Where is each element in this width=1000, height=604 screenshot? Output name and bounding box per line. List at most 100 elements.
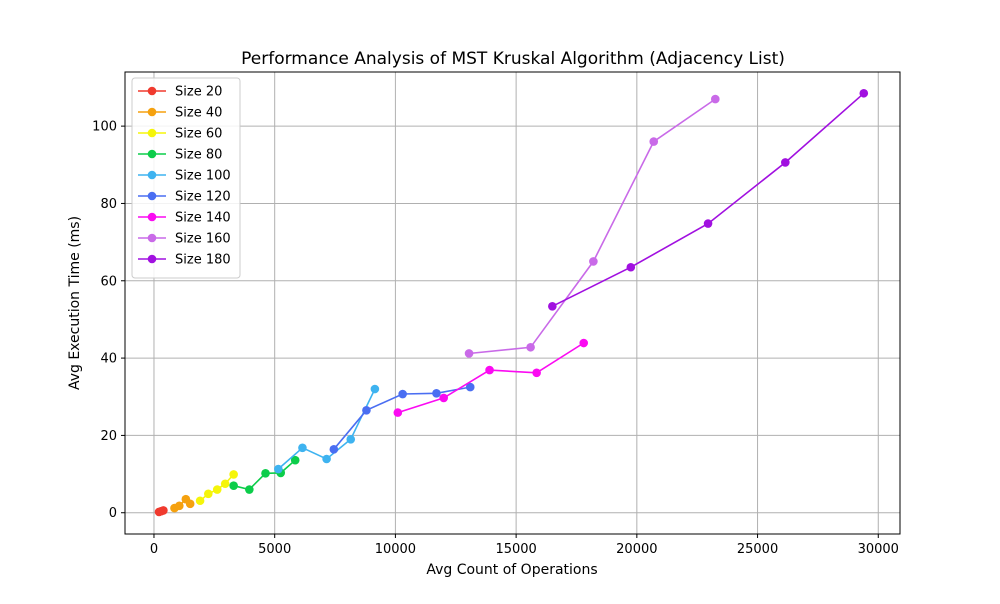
data-point: [322, 454, 331, 464]
y-tick-label: 80: [100, 197, 117, 212]
data-point: [626, 262, 636, 272]
data-point: [175, 501, 184, 511]
data-point: [370, 384, 380, 394]
data-point: [548, 301, 557, 311]
x-tick-label: 15000: [495, 542, 536, 557]
data-point: [432, 388, 441, 398]
data-point: [464, 349, 474, 358]
legend-box: [131, 77, 241, 279]
data-point: [185, 499, 195, 509]
x-tick-label: 0: [150, 542, 158, 557]
data-point: [362, 405, 371, 415]
x-axis-title: Avg Count of Operations: [426, 562, 597, 578]
legend-marker: [147, 212, 157, 222]
legend-item: Size 140: [138, 211, 231, 226]
x-tick-label: 10000: [375, 542, 416, 557]
y-axis-title: Avg Execution Time (ms): [67, 216, 83, 390]
legend-item: Size 20: [138, 85, 222, 100]
data-point: [859, 88, 869, 98]
series-line: [397, 342, 585, 414]
y-tick-label: 60: [100, 274, 117, 289]
data-point: [465, 382, 475, 392]
legend-marker: [147, 149, 157, 159]
series-size-40: [170, 494, 195, 513]
legend-item: Size 100: [138, 169, 231, 184]
series-line: [551, 92, 865, 308]
series-line: [468, 98, 716, 355]
legend-label: Size 140: [175, 211, 231, 226]
legend-item: Size 160: [138, 232, 231, 247]
legend-marker: [147, 191, 157, 201]
data-point: [329, 445, 339, 454]
legend-label: Size 120: [175, 190, 231, 205]
y-tick-label: 100: [92, 120, 117, 135]
data-point: [229, 481, 238, 490]
data-point: [781, 158, 790, 167]
legend-marker: [147, 170, 157, 180]
legend-label: Size 100: [175, 169, 231, 184]
y-tick-label: 20: [100, 429, 117, 444]
data-point: [212, 485, 222, 494]
data-point: [298, 443, 307, 453]
series-size-60: [195, 470, 238, 506]
data-point: [485, 365, 494, 375]
data-point: [290, 455, 300, 465]
x-tick-label: 30000: [858, 542, 899, 557]
y-tick-label: 40: [100, 352, 117, 367]
legend-item: Size 40: [138, 106, 222, 121]
data-point: [589, 257, 598, 266]
series-size-180: [548, 88, 869, 311]
series-size-160: [464, 94, 720, 358]
axis-ticks: 0 5000 10000 15000 20000 25000 30000 0 20 40 60 80 1…: [92, 120, 899, 557]
series-lines: [154, 88, 869, 517]
legend-marker: [147, 128, 157, 138]
series-size-140: [393, 338, 589, 417]
data-point: [579, 338, 589, 348]
legend-label: Size 180: [175, 253, 231, 268]
data-point: [649, 137, 659, 146]
legend-label: Size 160: [175, 232, 231, 247]
data-point: [261, 469, 270, 478]
legend-item: Size 180: [138, 253, 231, 268]
data-point: [220, 479, 230, 489]
legend-label: Size 20: [175, 85, 222, 100]
data-point: [711, 94, 720, 104]
legend-item: Size 120: [138, 190, 231, 205]
series-size-120: [329, 382, 475, 454]
series-size-20: [154, 506, 168, 517]
data-point: [439, 393, 448, 403]
series-size-100: [274, 384, 380, 474]
data-point: [274, 464, 283, 474]
legend-marker: [147, 254, 157, 264]
chart-title: Performance Analysis of MST Kruskal Algo…: [241, 49, 785, 69]
data-point: [203, 489, 213, 499]
data-point: [703, 219, 713, 228]
series-size-80: [229, 455, 300, 494]
data-point: [393, 408, 403, 417]
legend: Size 20 Size 40 Size 60 Size 80 Size 100 Size…: [131, 77, 241, 279]
plot-area-frame: [124, 71, 901, 535]
grid: [125, 72, 900, 534]
legend-label: Size 60: [175, 127, 222, 142]
legend-marker: [147, 86, 157, 96]
data-point: [195, 496, 205, 506]
data-point: [526, 342, 535, 352]
x-tick-label: 25000: [737, 542, 778, 557]
legend-item: Size 60: [138, 127, 222, 142]
x-tick-label: 5000: [258, 542, 291, 557]
y-tick-label: 0: [109, 506, 117, 521]
data-point: [398, 389, 407, 399]
data-point: [229, 470, 238, 479]
x-tick-label: 20000: [616, 542, 657, 557]
legend-item: Size 80: [138, 148, 222, 163]
legend-label: Size 80: [175, 148, 222, 163]
data-point: [245, 485, 254, 494]
legend-marker: [147, 233, 157, 243]
legend-marker: [147, 107, 157, 117]
data-point: [346, 434, 356, 444]
data-point: [159, 506, 168, 515]
data-point: [532, 368, 541, 378]
legend-label: Size 40: [175, 106, 222, 121]
